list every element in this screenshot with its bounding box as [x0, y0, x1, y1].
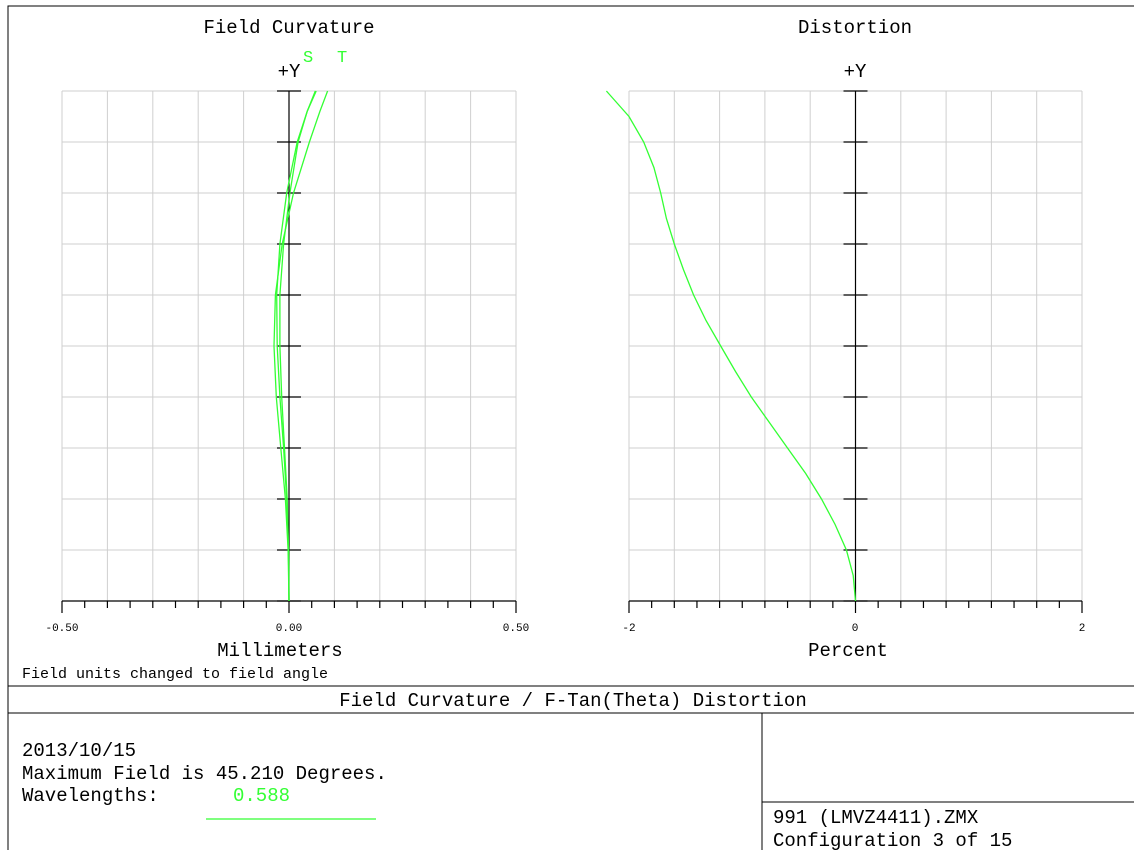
field-curvature-title: Field Curvature: [203, 17, 374, 39]
series-t-line: [273, 90, 329, 602]
field-curvature-tick-min: -0.50: [45, 623, 78, 635]
legend-t-label: T: [337, 49, 347, 68]
distortion-plot: [605, 90, 1083, 613]
field-curvature-tick-zero: 0.00: [276, 623, 302, 635]
distortion-tick-min: -2: [622, 623, 635, 635]
series-line-0: [605, 90, 857, 602]
window-border: [7, 5, 1134, 850]
info-max-field: Maximum Field is 45.210 Degrees.: [22, 763, 387, 785]
file-config: Configuration 3 of 15: [773, 830, 1012, 850]
distortion-xlabel: Percent: [808, 640, 888, 662]
info-wavelengths-label: Wavelengths:: [22, 785, 159, 807]
plot-title: Field Curvature / F-Tan(Theta) Distortio…: [339, 690, 806, 712]
field-curvature-plot: [61, 90, 517, 613]
field-units-note: Field units changed to field angle: [22, 666, 328, 683]
field-curvature-xlabel: Millimeters: [217, 640, 342, 662]
info-date: 2013/10/15: [22, 740, 136, 762]
legend-s-label: S: [303, 49, 313, 68]
info-wavelength-value: 0.588: [233, 785, 290, 807]
field-curvature-ylabel: +Y: [278, 61, 301, 83]
file-name: 991 (LMVZ4411).ZMX: [773, 807, 979, 829]
field-curvature-tick-max: 0.50: [503, 623, 529, 635]
distortion-tick-max: 2: [1079, 623, 1086, 635]
series-line-2: [279, 90, 316, 602]
distortion-ylabel: +Y: [844, 61, 867, 83]
distortion-tick-zero: 0: [852, 623, 859, 635]
distortion-title: Distortion: [798, 17, 912, 39]
